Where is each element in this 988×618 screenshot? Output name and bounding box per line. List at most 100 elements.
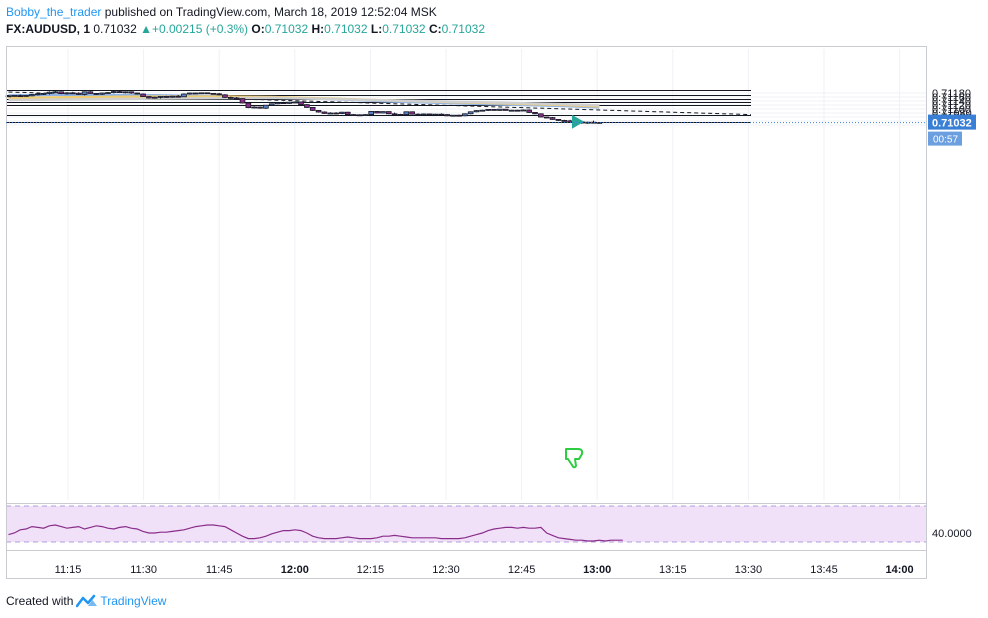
candle-body: [175, 95, 181, 98]
rsi-pane[interactable]: [6, 505, 926, 543]
candle-body: [263, 104, 269, 109]
candle-body: [268, 103, 275, 106]
candle: [251, 106, 258, 109]
candle-body: [432, 113, 439, 116]
candle-body: [157, 96, 164, 98]
candle-body: [163, 96, 170, 98]
candle-body: [561, 120, 568, 122]
candle: [292, 101, 298, 104]
candle-body: [216, 93, 222, 96]
candle-body: [421, 113, 427, 116]
candle: [163, 95, 170, 98]
thumbs-down-icon[interactable]: [565, 448, 584, 469]
rsi-line: [8, 524, 623, 542]
candle: [403, 111, 410, 116]
candle-body: [280, 102, 287, 104]
candle: [274, 102, 281, 105]
time-axis[interactable]: 11:15 11:30 11:45 12:00 12:15 12:30 12:45 13:00…: [55, 564, 914, 576]
candle: [339, 111, 345, 115]
publish-info: published on TradingView.com, March 18, …: [104, 5, 437, 19]
candle-body: [122, 91, 129, 94]
time-tick-label: 13:00: [583, 564, 611, 576]
tradingview-brand-link[interactable]: TradingView: [100, 594, 167, 608]
candle-body: [239, 98, 246, 104]
last-price: 0.71032: [93, 22, 137, 36]
arrow-right-icon[interactable]: [571, 114, 584, 129]
candle: [520, 109, 527, 112]
candle-body: [257, 106, 263, 109]
candle: [58, 91, 64, 95]
time-tick-label: 11:30: [130, 564, 157, 576]
candle: [415, 113, 421, 116]
candle-body: [198, 92, 205, 95]
open-value: 0.71032: [264, 22, 309, 36]
candlestick-series: [5, 91, 603, 124]
tradingview-logo-icon: [76, 594, 98, 608]
candle-body: [456, 114, 462, 117]
candle: [444, 114, 451, 117]
candle-body: [29, 94, 35, 97]
candle-body: [292, 101, 298, 104]
candle: [204, 92, 211, 95]
candle: [227, 96, 234, 99]
candle: [99, 92, 105, 95]
candle: [549, 117, 556, 120]
author-link[interactable]: Bobby_the_trader: [6, 5, 102, 19]
candle: [187, 92, 193, 95]
candle-body: [514, 109, 521, 112]
candle: [432, 113, 439, 116]
trendline[interactable]: [8, 91, 752, 116]
candle-body: [385, 111, 392, 115]
candle: [538, 113, 544, 118]
candle-body: [596, 122, 603, 124]
candle-body: [479, 109, 486, 112]
candle-body: [116, 91, 123, 93]
candle: [315, 110, 322, 113]
candle-body: [58, 91, 64, 95]
candle-body: [438, 113, 445, 116]
candle: [321, 111, 328, 114]
last-price-badge[interactable]: [928, 114, 976, 130]
candle: [216, 93, 222, 96]
candle: [356, 114, 363, 117]
candle: [105, 92, 111, 94]
candle: [344, 111, 351, 115]
candle: [93, 93, 100, 95]
candle: [555, 119, 562, 121]
candle: [298, 101, 304, 105]
candle: [497, 108, 503, 111]
chart-markers[interactable]: [565, 114, 584, 469]
candle: [333, 112, 339, 115]
high-value: 0.71032: [324, 22, 368, 36]
rsi-band: [6, 506, 926, 542]
candle-body: [245, 102, 252, 108]
candle: [29, 94, 35, 97]
candle-body: [391, 113, 398, 116]
candle: [491, 109, 497, 111]
time-tick-label: 12:15: [357, 564, 385, 576]
candle-body: [52, 91, 59, 94]
candle-body: [473, 110, 480, 113]
candle-body: [362, 114, 369, 116]
candle-body: [204, 92, 211, 95]
candle: [198, 92, 205, 95]
candle-body: [23, 95, 29, 97]
symbol-name[interactable]: FX:AUDUSD, 1: [6, 22, 91, 36]
candle-body: [210, 93, 217, 95]
candle-body: [128, 91, 135, 94]
candle-body: [356, 114, 363, 117]
close-value: 0.71032: [441, 22, 486, 36]
candle-body: [46, 91, 53, 94]
candle: [34, 93, 41, 96]
trendline-group[interactable]: [8, 91, 752, 116]
time-tick-label: 13:15: [659, 564, 687, 576]
candle: [479, 109, 486, 112]
candle: [75, 92, 82, 95]
time-tick-label: 12:00: [281, 564, 309, 576]
candle-body: [397, 114, 404, 116]
up-triangle-icon: ▲: [140, 22, 152, 36]
candle: [17, 94, 23, 97]
candle: [561, 119, 568, 122]
